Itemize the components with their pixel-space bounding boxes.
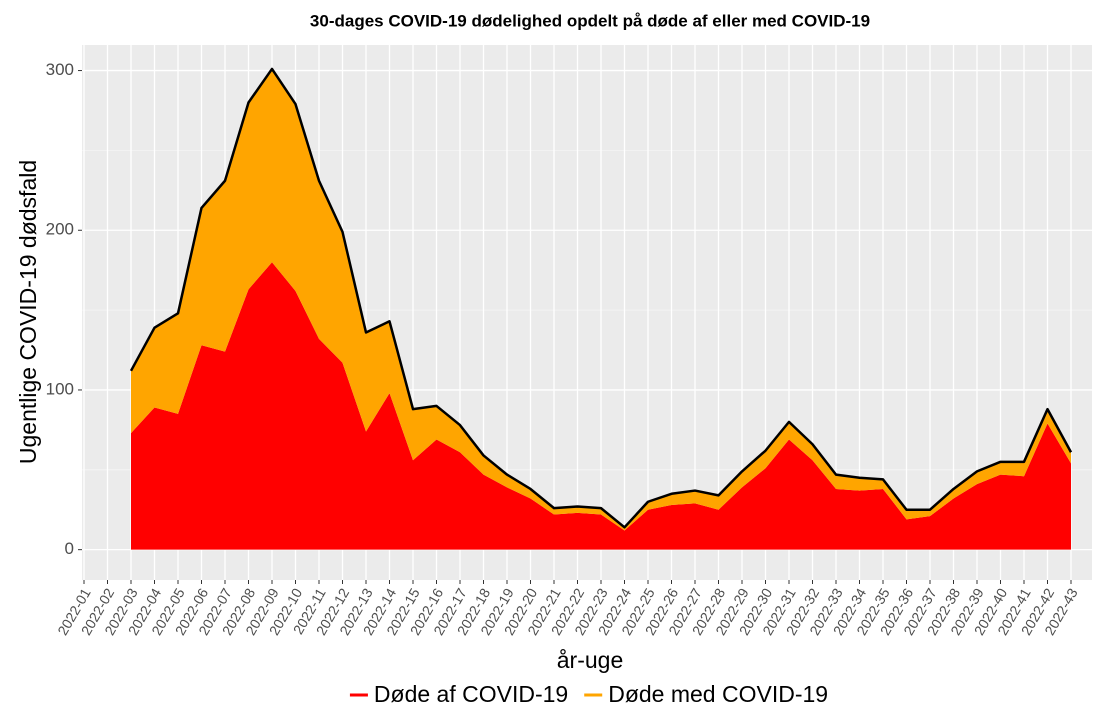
- legend: Døde af COVID-19 Døde med COVID-19: [349, 681, 828, 707]
- y-tick-label: 0: [65, 539, 74, 558]
- chart-title: 30-dages COVID-19 dødelighed opdelt på d…: [310, 11, 870, 30]
- legend-label: Døde af COVID-19: [374, 681, 568, 707]
- areas: [129, 67, 1073, 550]
- x-axis-title: år-uge: [557, 647, 623, 673]
- y-tick-label: 100: [46, 379, 74, 398]
- y-tick-label: 300: [46, 60, 74, 79]
- total-outline: [129, 67, 1073, 529]
- area: [131, 68, 1071, 531]
- area: [131, 262, 1071, 550]
- y-tick-label: 200: [46, 220, 74, 239]
- y-axis-title: Ugentlige COVID-19 dødsfald: [15, 160, 41, 464]
- legend-label: Døde med COVID-19: [608, 681, 828, 707]
